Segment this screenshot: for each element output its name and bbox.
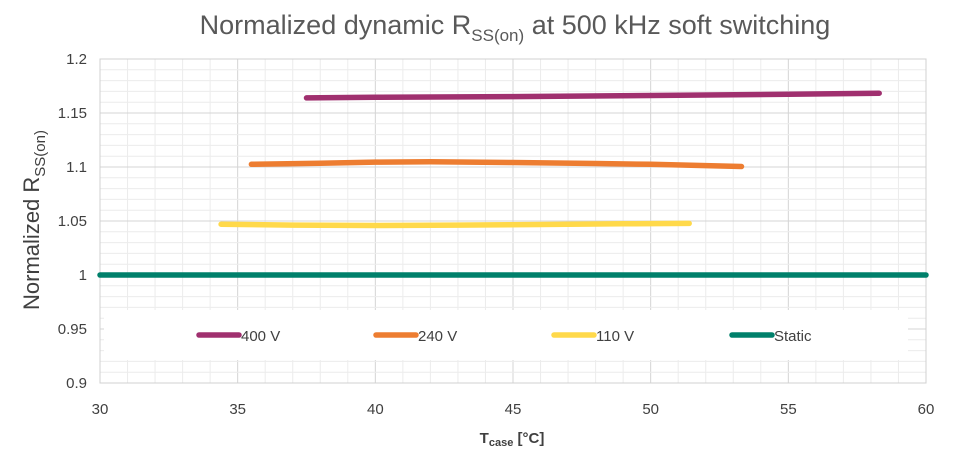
x-axis-title-suffix: [°C] bbox=[513, 430, 544, 447]
y-tick-label: 1.1 bbox=[66, 159, 87, 176]
y-axis-ticks: 0.9 0.95 1 1.05 1.1 1.15 1.2 bbox=[58, 51, 87, 392]
x-axis-title-main: T bbox=[480, 430, 489, 447]
x-axis-title: Tcase [°C] bbox=[480, 430, 545, 449]
legend-label-400-v: 400 V bbox=[241, 328, 280, 345]
x-tick-label: 40 bbox=[367, 401, 384, 418]
legend-label-static: Static bbox=[774, 328, 812, 345]
x-axis-ticks: 30 35 40 45 50 55 60 bbox=[92, 401, 935, 418]
chart-title: Normalized dynamic RSS(on) at 500 kHz so… bbox=[200, 10, 831, 45]
x-tick-label: 50 bbox=[642, 401, 659, 418]
y-tick-label: 1.15 bbox=[58, 105, 87, 122]
x-tick-label: 60 bbox=[918, 401, 935, 418]
legend: 400 V 240 V 110 V Static bbox=[196, 328, 812, 345]
chart-title-suffix: at 500 kHz soft switching bbox=[524, 10, 830, 40]
series-layer bbox=[97, 90, 929, 278]
y-tick-label: 1.05 bbox=[58, 213, 87, 230]
legend-label-240-v: 240 V bbox=[418, 328, 457, 345]
series-line-110-v bbox=[218, 220, 692, 229]
y-tick-label: 0.9 bbox=[66, 375, 87, 392]
x-tick-label: 55 bbox=[780, 401, 797, 418]
chart-title-main: Normalized dynamic R bbox=[200, 10, 472, 40]
y-tick-label: 1.2 bbox=[66, 51, 87, 68]
x-tick-label: 30 bbox=[92, 401, 109, 418]
series-line-240-v bbox=[248, 159, 745, 170]
y-axis-title-subscript: SS(on) bbox=[32, 130, 49, 177]
plot-area bbox=[99, 58, 927, 384]
y-tick-label: 0.95 bbox=[58, 321, 87, 338]
legend-label-110-v: 110 V bbox=[596, 328, 634, 345]
plot-border bbox=[99, 58, 927, 384]
y-tick-label: 1 bbox=[79, 267, 87, 284]
x-tick-label: 35 bbox=[229, 401, 246, 418]
y-axis-title-main: Normalized R bbox=[19, 177, 44, 310]
chart-title-subscript: SS(on) bbox=[471, 26, 524, 45]
series-line-400-v bbox=[303, 90, 882, 101]
x-axis-title-subscript: case bbox=[489, 437, 513, 449]
y-axis-title: Normalized RSS(on) bbox=[19, 130, 49, 310]
x-tick-label: 45 bbox=[505, 401, 522, 418]
